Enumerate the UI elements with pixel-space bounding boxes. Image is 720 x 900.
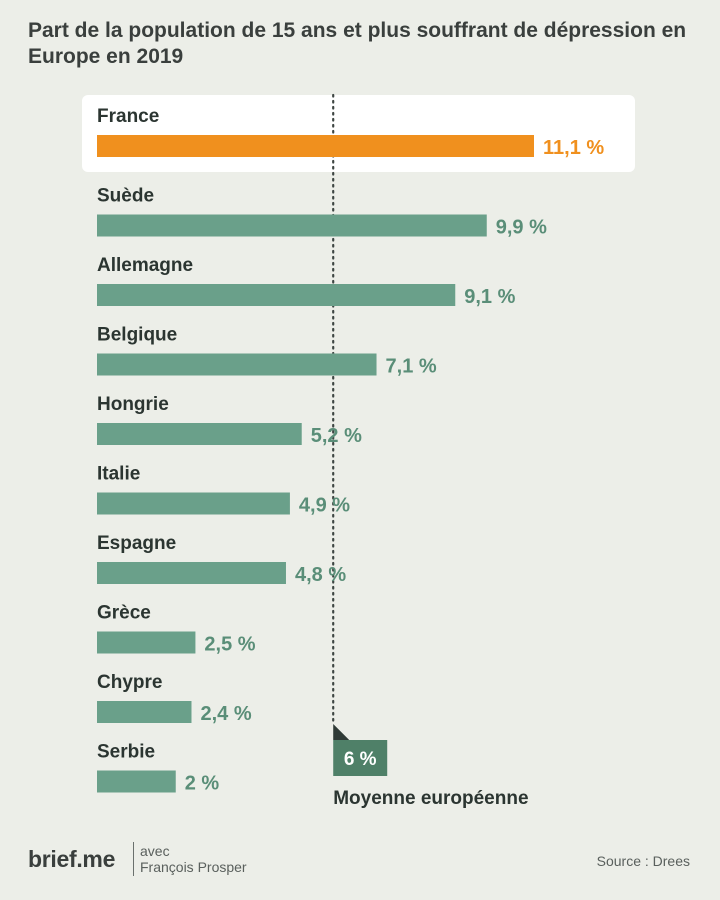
footer-credit: avec François Prosper: [140, 843, 247, 875]
value-label: 11,1 %: [543, 137, 604, 159]
brand-logo: brief.me: [28, 846, 116, 872]
category-label: Grèce: [97, 603, 151, 624]
value-label: 5,2 %: [311, 425, 362, 447]
average-label: Moyenne européenne: [333, 788, 528, 809]
chart-title: Part de la population de 15 ans et plus …: [28, 19, 687, 68]
category-label: Allemagne: [97, 255, 193, 276]
average-badge: [333, 740, 388, 776]
bar: [97, 353, 377, 376]
bar: [97, 284, 456, 306]
footer-divider: [133, 842, 134, 876]
category-label: France: [97, 106, 159, 127]
bar: [97, 631, 196, 654]
category-label: Hongrie: [97, 394, 169, 415]
bar: [97, 135, 534, 157]
category-label: Espagne: [97, 533, 176, 554]
value-label: 9,9 %: [496, 217, 547, 239]
bar: [97, 214, 487, 237]
category-label: Serbie: [97, 742, 155, 763]
category-label: Chypre: [97, 672, 162, 693]
value-label: 4,8 %: [295, 564, 346, 586]
value-label: 2,5 %: [204, 634, 255, 656]
value-label: 2,4 %: [200, 703, 251, 725]
value-label: 2 %: [185, 773, 220, 795]
source-note: Source : Drees: [596, 853, 690, 869]
category-label: Suède: [97, 186, 154, 207]
footer-credit-author: François Prosper: [140, 859, 247, 875]
bar: [97, 562, 286, 584]
bar: [97, 423, 302, 445]
value-label: 9,1 %: [464, 286, 515, 308]
category-label: Italie: [97, 464, 140, 485]
footer-credit-with: avec: [140, 843, 170, 859]
category-label: Belgique: [97, 325, 177, 346]
bar: [97, 770, 176, 793]
highlight-panel: [82, 95, 635, 172]
value-label: 7,1 %: [386, 356, 437, 378]
value-label: 4,9 %: [299, 495, 350, 517]
bar: [97, 701, 192, 723]
average-pointer: [333, 724, 350, 740]
bar: [97, 492, 290, 515]
average-value: 6 %: [344, 749, 377, 770]
